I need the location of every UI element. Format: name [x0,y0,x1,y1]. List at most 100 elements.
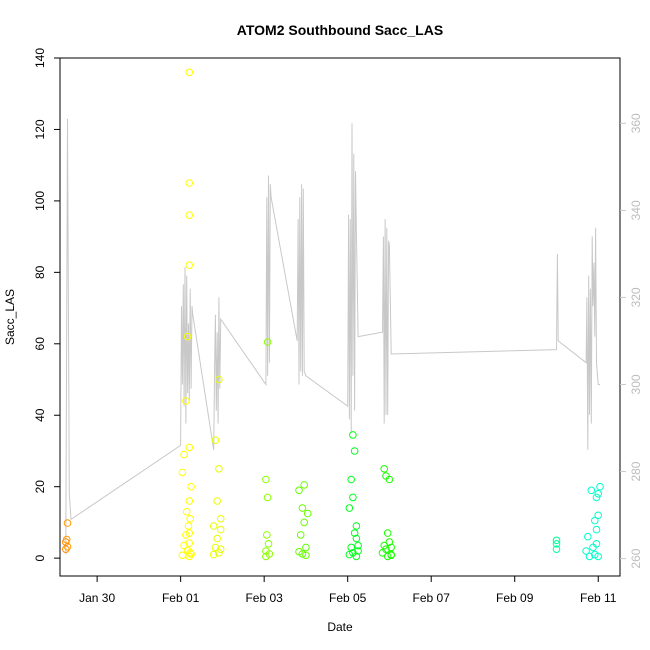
y-tick-label: 140 [33,48,47,68]
data-point [300,518,309,527]
data-point [300,481,309,489]
data-point [596,482,604,491]
data-point [187,482,195,491]
data-point [587,486,596,495]
data-point [209,522,218,530]
data-point [302,543,310,552]
y-axis-left: 0 20 40 60 80 100 120 140 [33,48,60,561]
data-point [185,552,194,561]
data-point [349,493,357,502]
data-point [592,540,601,548]
data-point [552,540,561,548]
data-point [552,545,561,554]
data-point [380,465,389,473]
data-point [347,475,356,484]
data-point [354,547,362,555]
data-point [265,550,274,558]
x-tick-label: Feb 01 [162,591,200,605]
y-tick-label: 60 [33,337,47,351]
data-point [584,532,592,541]
data-point [382,545,390,554]
data-point [62,535,71,544]
data-point [354,541,362,550]
data-point [385,538,394,546]
data-point [585,552,594,561]
x-tick-label: Feb 11 [580,591,617,605]
data-point [591,516,599,525]
y2-tick-label: 260 [629,548,643,568]
data-point [185,179,194,187]
data-point [178,551,187,560]
data-point [552,536,561,545]
y2-tick-label: 300 [629,374,643,394]
data-point [387,551,396,560]
data-point [209,550,218,559]
data-point [186,515,194,523]
y-tick-label: 40 [33,408,47,422]
y2-tick-label: 360 [629,113,643,133]
data-point [262,475,270,484]
y-tick-label: 20 [33,480,47,494]
data-point [263,493,272,502]
data-point [349,431,357,439]
data-point [592,493,601,502]
line-series [65,118,600,555]
x-tick-label: Feb 07 [413,591,451,605]
data-point [582,547,590,555]
data-point [211,436,220,445]
data-point [185,261,194,270]
data-point [298,504,307,512]
scatter-points [62,68,604,561]
data-point [302,551,310,560]
data-point [594,511,603,520]
y2-tick-label: 340 [629,200,643,220]
data-point [345,550,354,559]
x-tick-label: Feb 03 [245,591,283,605]
data-point [296,531,305,539]
data-point [263,531,271,539]
data-point [185,443,194,452]
data-point [350,447,359,455]
data-point [185,529,194,537]
data-point [345,504,354,512]
data-point [186,549,194,557]
data-point [213,497,221,505]
y2-tick-label: 280 [629,461,643,481]
data-point [295,486,303,495]
y-tick-label: 100 [33,191,47,211]
data-point [303,509,312,518]
x-axis-label: Date [327,620,353,634]
data-point [185,497,194,505]
y-tick-label: 0 [33,554,47,561]
data-point [594,490,603,498]
data-point [298,550,307,558]
data-point [182,397,190,405]
data-point [187,550,195,558]
data-point [184,522,193,530]
data-point [63,542,72,551]
data-point [387,543,396,552]
data-point [216,525,225,534]
y-tick-label: 120 [33,119,47,139]
x-tick-label: Feb 09 [496,591,534,605]
data-point [350,529,359,537]
data-point [180,450,188,459]
y2-tick-label: 320 [629,287,643,307]
data-point [352,534,361,543]
data-point [264,540,273,548]
data-point [182,507,191,516]
data-point [215,549,223,557]
x-tick-label: Jan 30 [79,591,115,605]
data-point [352,552,361,561]
series-line [65,118,600,555]
data-point [183,332,192,341]
data-point [185,211,194,219]
data-point [215,375,223,384]
data-point [347,543,356,552]
chart-title: ATOM2 Southbound Sacc_LAS [237,22,443,38]
data-point [185,68,194,77]
data-point [216,545,225,554]
data-point [216,515,225,523]
data-point [263,338,272,346]
